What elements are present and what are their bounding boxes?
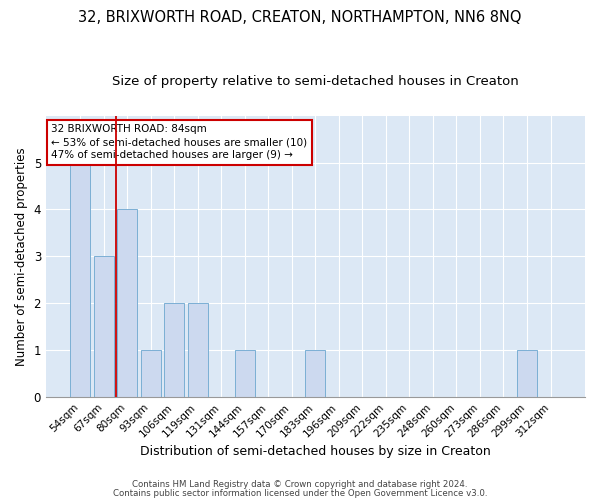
Title: Size of property relative to semi-detached houses in Creaton: Size of property relative to semi-detach… <box>112 75 519 88</box>
Bar <box>517 350 537 397</box>
Bar <box>141 350 161 397</box>
Text: Contains public sector information licensed under the Open Government Licence v3: Contains public sector information licen… <box>113 488 487 498</box>
Bar <box>70 162 91 397</box>
Text: 32 BRIXWORTH ROAD: 84sqm
← 53% of semi-detached houses are smaller (10)
47% of s: 32 BRIXWORTH ROAD: 84sqm ← 53% of semi-d… <box>52 124 307 160</box>
Bar <box>235 350 255 397</box>
Y-axis label: Number of semi-detached properties: Number of semi-detached properties <box>15 147 28 366</box>
X-axis label: Distribution of semi-detached houses by size in Creaton: Distribution of semi-detached houses by … <box>140 444 491 458</box>
Bar <box>164 304 184 397</box>
Text: 32, BRIXWORTH ROAD, CREATON, NORTHAMPTON, NN6 8NQ: 32, BRIXWORTH ROAD, CREATON, NORTHAMPTON… <box>78 10 522 25</box>
Bar <box>94 256 114 397</box>
Bar <box>118 210 137 397</box>
Bar <box>188 304 208 397</box>
Text: Contains HM Land Registry data © Crown copyright and database right 2024.: Contains HM Land Registry data © Crown c… <box>132 480 468 489</box>
Bar <box>305 350 325 397</box>
